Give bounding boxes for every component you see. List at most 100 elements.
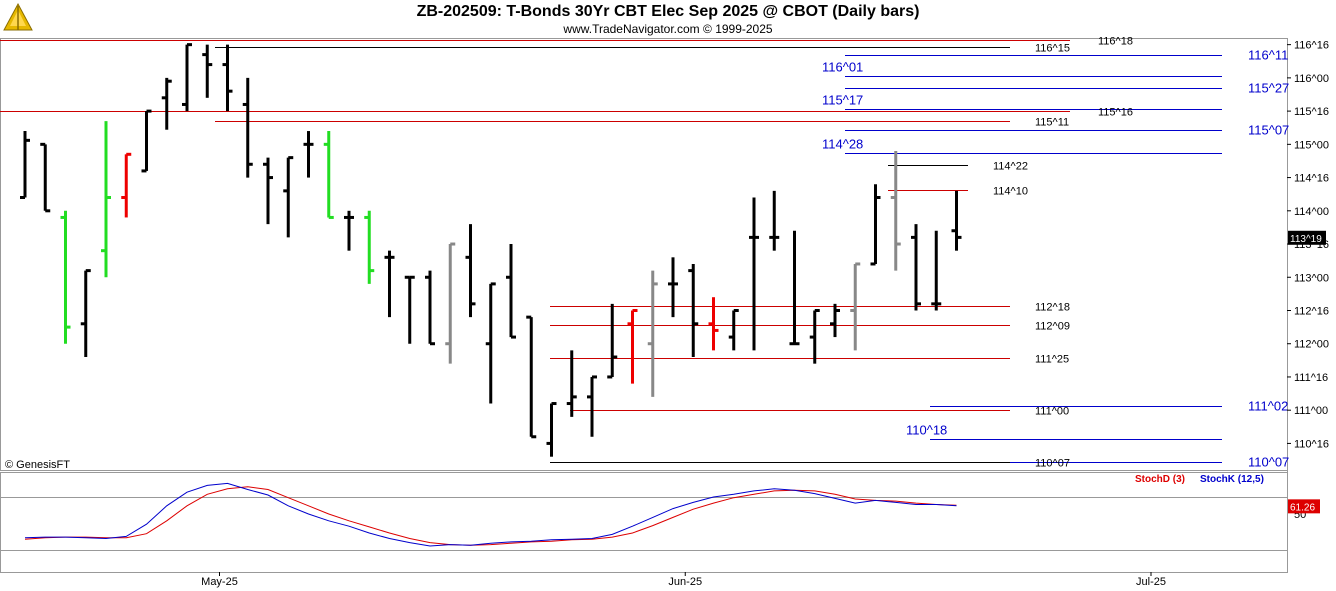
price-tick-label-2: 115^16 [1294, 106, 1329, 118]
chart-frames [0, 38, 1288, 573]
level-label-9: 114^28 [822, 137, 863, 152]
price-bar-10 [222, 44, 233, 112]
stoch-k-line [24, 482, 957, 547]
level-label-12: 112^18 [1035, 302, 1070, 314]
price-tick-label-11: 111^00 [1294, 405, 1328, 417]
price-bar-37 [769, 190, 780, 251]
level-label-16: 111^00 [1035, 406, 1069, 418]
level-label-4: 115^27 [1248, 81, 1289, 96]
price-tick-label-5: 114^00 [1294, 206, 1329, 218]
price-panel-frame [0, 38, 1288, 471]
price-bar-26 [546, 402, 557, 457]
stoch-d-line [24, 486, 957, 546]
price-bar-32 [668, 257, 678, 318]
level-label-18: 110^07 [1248, 455, 1289, 470]
price-bar-9 [202, 44, 213, 98]
price-bar-21 [445, 242, 456, 364]
chart-header: ZB-202509: T-Bonds 30Yr CBT Elec Sep 202… [0, 0, 1336, 38]
stochastic-panel-frame [0, 472, 1288, 573]
level-label-10: 114^22 [993, 161, 1028, 173]
level-label-13: 112^09 [1035, 321, 1070, 333]
price-bar-12 [263, 157, 273, 225]
price-bar-3 [80, 269, 91, 358]
trade-navigator-logo-icon [3, 2, 33, 31]
price-bar-15 [323, 131, 334, 219]
price-bar-29 [607, 303, 618, 379]
price-tick-label-3: 115^00 [1294, 139, 1329, 151]
price-bar-34 [708, 297, 719, 351]
level-label-7: 115^11 [1035, 117, 1069, 129]
price-bar-45 [931, 230, 942, 311]
price-bar-41 [850, 262, 861, 351]
price-bar-46 [951, 190, 962, 251]
price-axis: 116^16 116^00 115^16 115^00 114^16 114^00 113^… [1287, 40, 1329, 450]
price-bar-28 [587, 375, 597, 437]
price-tick-label-9: 112^00 [1294, 339, 1329, 351]
price-bar-38 [789, 230, 800, 346]
price-bar-16 [344, 210, 354, 251]
stoch-k-legend: StochK (12,5) [1200, 474, 1264, 485]
genesis-watermark: © GenesisFT [5, 459, 70, 471]
price-tick-label-4: 114^16 [1294, 173, 1329, 185]
price-bar-33 [688, 263, 699, 358]
price-tick-label-1: 116^00 [1294, 73, 1329, 85]
level-label-6: 115^16 [1098, 107, 1133, 119]
stoch-value-label: 61.26 [1290, 502, 1315, 513]
price-tick-label-10: 111^16 [1294, 372, 1328, 384]
last-price-box [1288, 230, 1326, 245]
level-label-17: 110^18 [906, 423, 947, 438]
level-label-19: 110^07 [1035, 458, 1070, 470]
time-axis: May-25 Jun-25 Jul-25 [201, 572, 1166, 588]
price-bar-11 [242, 77, 253, 178]
price-tick-label-12: 110^16 [1294, 438, 1329, 450]
price-bar-24 [506, 244, 516, 339]
price-bar-30 [627, 308, 638, 384]
level-label-1: 116^15 [1035, 43, 1070, 55]
price-bar-6 [141, 109, 152, 173]
price-bar-13 [283, 156, 294, 238]
price-bar-43 [890, 150, 901, 271]
stoch-d-legend: StochD (3) [1135, 474, 1185, 485]
price-bar-44 [911, 224, 921, 311]
time-tick-label-1: Jun-25 [668, 576, 702, 588]
price-bar-8 [182, 43, 192, 112]
price-bar-7 [161, 77, 172, 130]
price-bar-39 [809, 308, 820, 364]
level-label-0: 116^18 [1098, 36, 1133, 48]
level-label-3: 116^01 [822, 60, 863, 75]
price-bar-5 [121, 152, 132, 218]
price-bar-14 [303, 131, 314, 178]
price-bar-27 [566, 350, 577, 417]
price-tick-label-7: 113^00 [1294, 272, 1329, 284]
price-bar-19 [404, 275, 415, 344]
price-bar-4 [101, 121, 111, 278]
price-bar-31 [647, 270, 658, 397]
chart-title: ZB-202509: T-Bonds 30Yr CBT Elec Sep 202… [416, 3, 920, 20]
price-bar-40 [830, 303, 840, 338]
level-label-15: 111^02 [1248, 399, 1288, 414]
time-tick-label-2: Jul-25 [1136, 576, 1166, 588]
price-bar-35 [728, 308, 739, 351]
level-label-5: 115^17 [822, 93, 863, 108]
level-label-11: 114^10 [993, 186, 1028, 198]
stoch-value-box [1288, 499, 1320, 514]
last-price-label: 113^19 [1290, 234, 1322, 245]
price-tick-label-8: 112^16 [1294, 305, 1329, 317]
price-bar-18 [384, 250, 395, 318]
price-bar-0 [20, 131, 30, 200]
price-tick-label-0: 116^16 [1294, 40, 1329, 52]
price-bars [20, 43, 962, 457]
level-label-8: 115^07 [1248, 123, 1289, 138]
price-bar-20 [425, 270, 435, 346]
price-bar-1 [40, 142, 51, 213]
chart-subtitle: www.TradeNavigator.com © 1999-2025 [563, 22, 773, 36]
level-label-14: 111^25 [1035, 354, 1069, 366]
price-bar-42 [870, 184, 881, 266]
level-label-2: 116^11 [1248, 48, 1288, 63]
price-bar-2 [60, 210, 71, 344]
price-bar-36 [749, 197, 759, 351]
time-tick-label-0: May-25 [201, 576, 238, 588]
price-bar-22 [465, 224, 476, 318]
